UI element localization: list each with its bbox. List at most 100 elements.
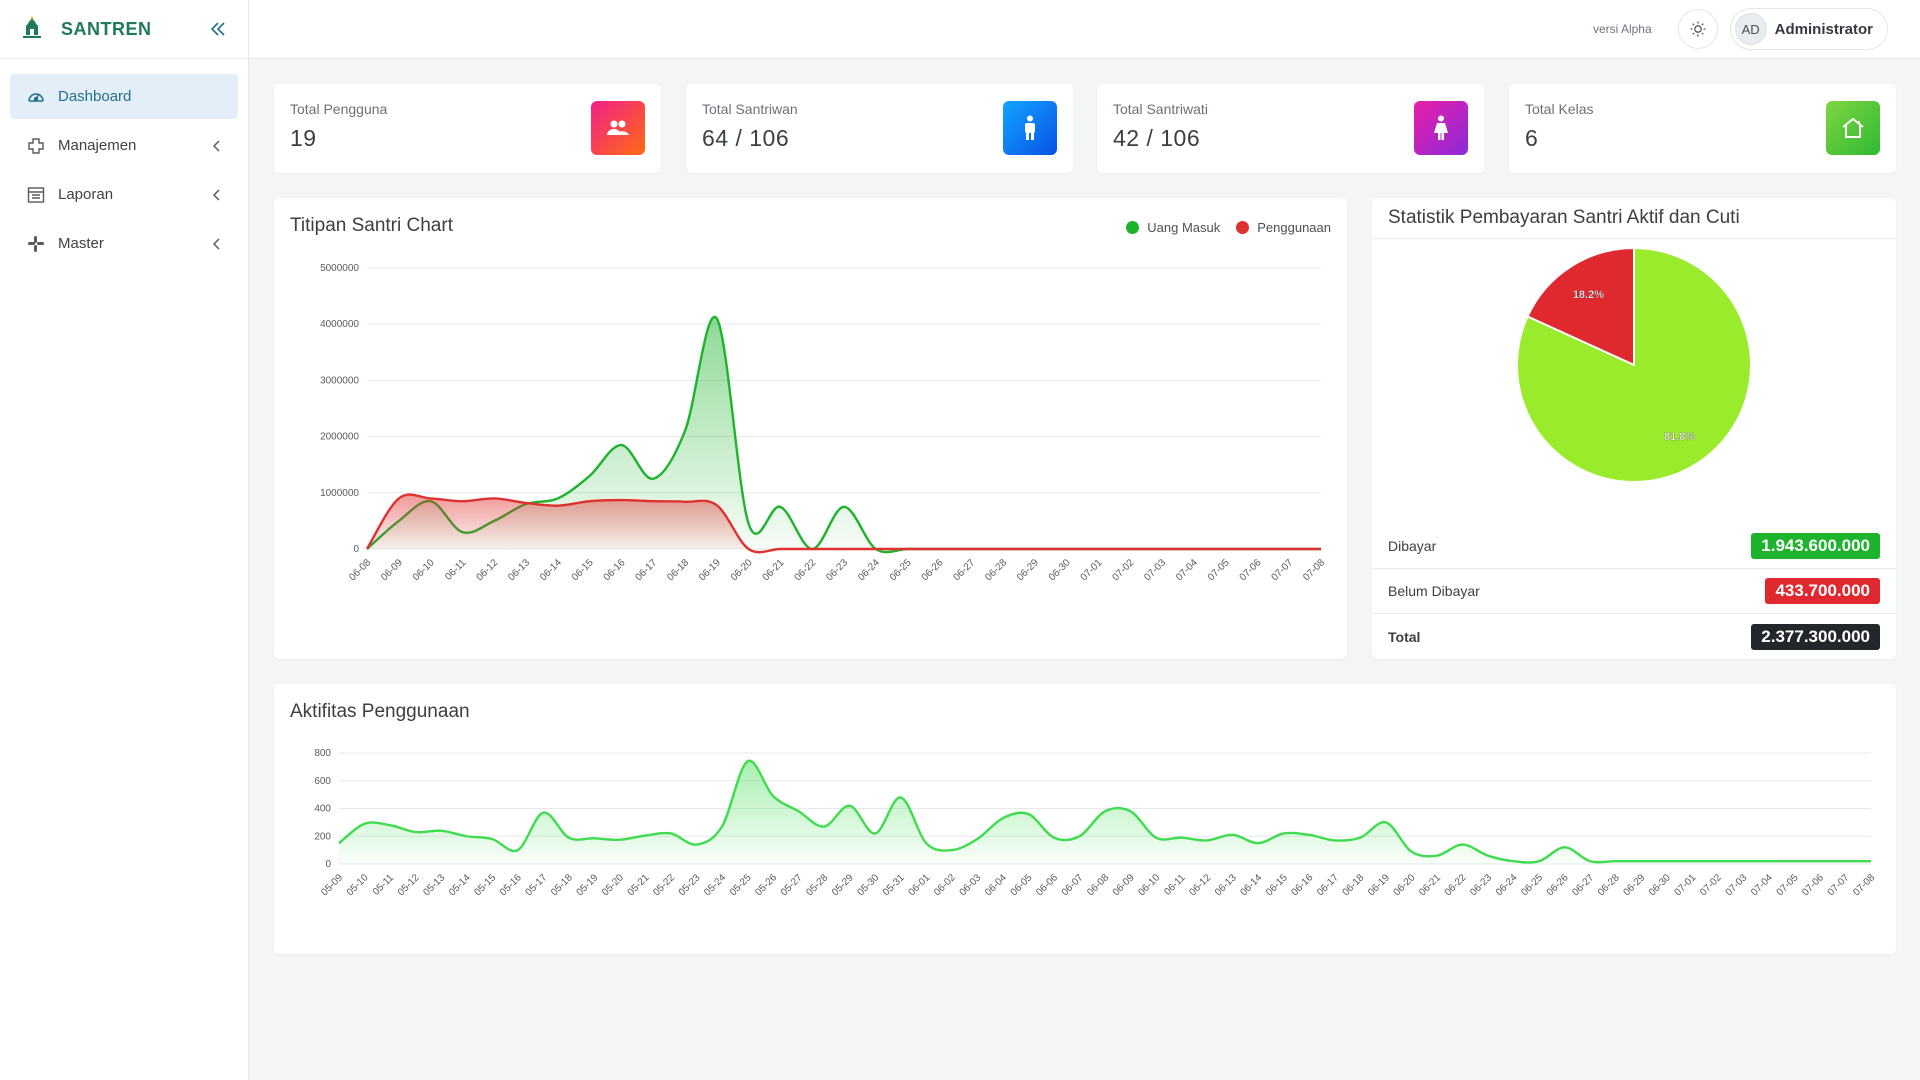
x-tick-label: 06-11	[443, 557, 469, 583]
titipan-chart: 0 1000000 2000000 3000000 4000000 5000000 06-0…	[320, 263, 1327, 583]
x-tick-label: 06-27	[1570, 872, 1596, 898]
x-tick-label: 07-08	[1851, 872, 1877, 898]
pie-slice[interactable]	[1526, 246, 1635, 367]
stat-label: Total Kelas	[1525, 101, 1594, 117]
sidebar-item-label: Manajemen	[58, 137, 137, 154]
x-tick-label: 06-15	[570, 557, 596, 583]
sidebar-item-dashboard[interactable]: Dashboard	[10, 74, 238, 119]
x-tick-label: 07-05	[1775, 872, 1801, 898]
theme-toggle-button[interactable]	[1677, 9, 1718, 49]
x-tick-label: 06-06	[1034, 872, 1060, 898]
x-tick-label: 06-28	[983, 557, 1009, 583]
x-tick-label: 06-15	[1264, 872, 1290, 898]
x-tick-label: 06-23	[824, 557, 850, 583]
users-icon	[591, 101, 645, 155]
stat-card-pengguna: Total Pengguna 19	[274, 84, 661, 173]
stat-card-santriwati: Total Santriwati 42 / 106	[1097, 84, 1484, 173]
x-tick-label: 05-10	[345, 872, 371, 898]
male-icon	[1003, 101, 1057, 155]
legend-item-penggunaan[interactable]: Penggunaan	[1236, 220, 1331, 235]
legend-dot-icon	[1236, 221, 1250, 234]
sidebar-item-label: Dashboard	[58, 88, 132, 105]
home-icon	[1826, 101, 1880, 155]
x-tick-label: 05-16	[498, 872, 524, 898]
panel-title: Titipan Santri Chart	[290, 215, 453, 236]
x-tick-label: 06-30	[1047, 557, 1073, 583]
x-tick-label: 05-15	[472, 872, 498, 898]
x-tick-label: 07-06	[1800, 872, 1826, 898]
x-tick-label: 06-23	[1468, 872, 1494, 898]
sidebar-item-label: Master	[58, 235, 104, 252]
y-tick-label: 5000000	[320, 263, 359, 274]
x-tick-label: 06-18	[1341, 872, 1367, 898]
x-tick-label: 06-01	[907, 872, 933, 898]
x-tick-label: 05-21	[626, 872, 652, 898]
chevron-left-icon	[210, 188, 224, 202]
x-tick-label: 05-31	[881, 872, 907, 898]
sidebar-item-master[interactable]: Master	[10, 221, 238, 266]
stat-value: 64 / 106	[702, 125, 790, 151]
pie-slice-label: 81.8%	[1664, 431, 1695, 443]
sidebar-item-laporan[interactable]: Laporan	[10, 172, 238, 217]
x-tick-label: 06-22	[792, 557, 818, 583]
x-tick-label: 07-07	[1826, 872, 1852, 898]
stat-value: 6	[1525, 125, 1539, 151]
x-tick-label: 06-10	[411, 557, 437, 583]
report-icon	[24, 183, 48, 207]
x-tick-label: 06-04	[983, 872, 1009, 898]
avatar: AD	[1734, 13, 1767, 45]
x-tick-label: 05-29	[830, 872, 856, 898]
y-tick-label: 0	[353, 544, 359, 555]
x-tick-label: 06-25	[1519, 872, 1545, 898]
x-tick-label: 06-24	[1494, 872, 1520, 898]
version-label: versi Alpha	[1592, 22, 1652, 36]
app-name[interactable]: SANTREN	[61, 18, 152, 39]
x-tick-label: 06-21	[1417, 872, 1443, 898]
series-area	[367, 316, 1321, 553]
x-tick-label: 06-16	[602, 557, 628, 583]
x-tick-label: 06-25	[888, 557, 914, 583]
x-tick-label: 06-14	[1238, 872, 1264, 898]
x-tick-label: 07-07	[1269, 557, 1295, 583]
x-tick-label: 05-14	[447, 872, 473, 898]
x-tick-label: 05-25	[728, 872, 754, 898]
x-tick-label: 06-24	[856, 557, 882, 583]
app-logo[interactable]	[18, 15, 46, 43]
belum-dibayar-label: Belum Dibayar	[1388, 583, 1480, 599]
x-tick-label: 06-26	[920, 557, 946, 583]
collapse-sidebar-icon[interactable]	[206, 17, 230, 41]
legend-item-masuk[interactable]: Uang Masuk	[1126, 220, 1220, 235]
x-tick-label: 06-13	[1213, 872, 1239, 898]
dibayar-label: Dibayar	[1388, 538, 1437, 554]
female-icon	[1414, 101, 1468, 155]
panel-title: Statistik Pembayaran Santri Aktif dan Cu…	[1388, 207, 1740, 228]
x-tick-label: 06-11	[1162, 872, 1188, 898]
x-tick-label: 07-01	[1673, 872, 1699, 898]
x-tick-label: 06-22	[1443, 872, 1469, 898]
stat-label: Total Pengguna	[290, 101, 388, 117]
x-tick-label: 06-12	[1187, 872, 1213, 898]
x-tick-label: 07-04	[1749, 872, 1775, 898]
x-tick-label: 06-09	[1111, 872, 1137, 898]
x-tick-label: 06-29	[1015, 557, 1041, 583]
stat-card-kelas: Total Kelas 6	[1509, 84, 1896, 173]
x-tick-label: 06-17	[633, 557, 659, 583]
x-tick-label: 06-07	[1060, 872, 1086, 898]
y-tick-label: 0	[325, 859, 331, 870]
statistik-pembayaran-panel: Statistik Pembayaran Santri Aktif dan Cu…	[1372, 198, 1896, 659]
x-tick-label: 07-08	[1301, 557, 1327, 583]
sidebar: SANTREN Dashboard Manajemen	[0, 0, 249, 1080]
legend-label: Uang Masuk	[1147, 220, 1221, 235]
stat-label: Total Santriwati	[1113, 101, 1208, 117]
titipan-chart-panel: Titipan Santri Chart Uang Masuk Pengguna…	[274, 198, 1347, 659]
sidebar-item-manajemen[interactable]: Manajemen	[10, 123, 238, 168]
panel-title: Aktifitas Penggunaan	[290, 701, 470, 722]
y-tick-label: 600	[314, 776, 331, 787]
x-tick-label: 05-09	[319, 872, 345, 898]
user-menu-button[interactable]: AD Administrator	[1729, 8, 1888, 50]
pie-slice[interactable]	[1516, 246, 1752, 483]
sun-icon	[1690, 21, 1706, 37]
x-tick-label: 06-20	[729, 557, 755, 583]
aktifitas-chart-panel: Aktifitas Penggunaan 0 200 400 600 800 05-09 0…	[274, 684, 1896, 954]
y-tick-label: 1000000	[320, 488, 359, 499]
